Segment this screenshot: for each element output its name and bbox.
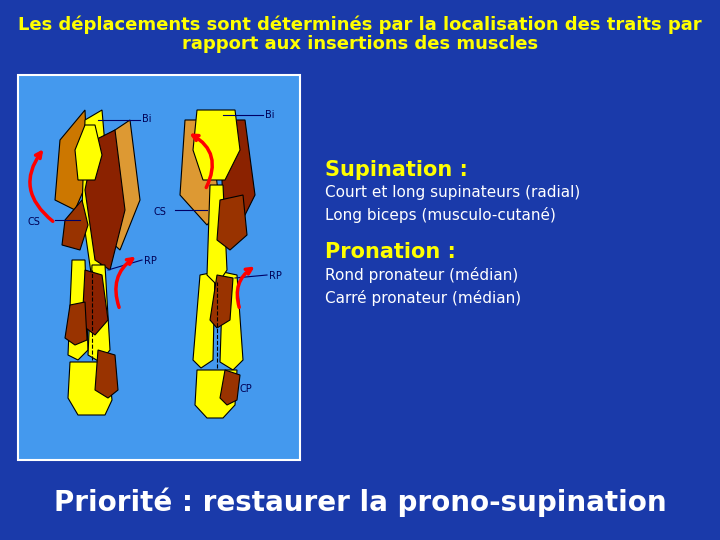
Polygon shape — [210, 275, 233, 328]
Polygon shape — [85, 130, 125, 270]
Polygon shape — [220, 272, 243, 370]
Text: Carré pronateur (médian): Carré pronateur (médian) — [325, 290, 521, 306]
Text: Pronation :: Pronation : — [325, 242, 456, 262]
Polygon shape — [82, 110, 108, 280]
Polygon shape — [88, 265, 110, 362]
Polygon shape — [55, 110, 88, 210]
Polygon shape — [220, 370, 240, 405]
Polygon shape — [82, 270, 108, 335]
Text: Priorité : restaurer la prono-supination: Priorité : restaurer la prono-supination — [54, 487, 666, 517]
Polygon shape — [193, 272, 215, 368]
Text: CP: CP — [239, 384, 252, 394]
Text: RP: RP — [269, 271, 282, 281]
Polygon shape — [207, 185, 227, 285]
Polygon shape — [68, 362, 112, 415]
Polygon shape — [62, 200, 88, 250]
Polygon shape — [98, 120, 140, 250]
Polygon shape — [217, 195, 247, 250]
Polygon shape — [220, 120, 255, 225]
FancyBboxPatch shape — [18, 75, 300, 460]
Polygon shape — [68, 260, 88, 360]
Text: CS: CS — [28, 217, 41, 227]
Text: Court et long supinateurs (radial): Court et long supinateurs (radial) — [325, 185, 580, 199]
Polygon shape — [95, 350, 118, 398]
Text: rapport aux insertions des muscles: rapport aux insertions des muscles — [182, 35, 538, 53]
Text: RP: RP — [144, 256, 157, 266]
Text: Bi: Bi — [142, 114, 151, 124]
Text: Les déplacements sont déterminés par la localisation des traits par: Les déplacements sont déterminés par la … — [18, 16, 702, 34]
Text: Long biceps (musculo-cutané): Long biceps (musculo-cutané) — [325, 207, 556, 223]
Text: Bi: Bi — [265, 110, 274, 120]
Polygon shape — [195, 370, 237, 418]
Polygon shape — [65, 302, 87, 345]
Text: Supination :: Supination : — [325, 160, 468, 180]
Text: CS: CS — [153, 207, 166, 217]
Polygon shape — [180, 120, 220, 225]
Text: Rond pronateur (médian): Rond pronateur (médian) — [325, 267, 518, 283]
Polygon shape — [75, 125, 102, 180]
Polygon shape — [193, 110, 240, 180]
